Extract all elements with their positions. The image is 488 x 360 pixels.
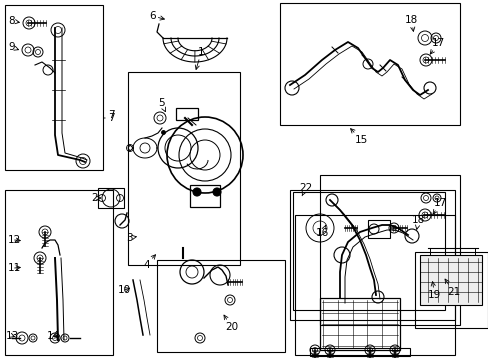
Bar: [319, 175, 459, 325]
Text: 10: 10: [118, 285, 131, 295]
Bar: [319, 298, 399, 350]
Bar: [367, 220, 389, 238]
Bar: [176, 108, 198, 120]
Text: 4: 4: [142, 255, 155, 270]
Bar: [292, 192, 444, 310]
Bar: [5, 5, 103, 170]
Bar: [289, 190, 454, 320]
Text: 7: 7: [108, 110, 114, 120]
Text: 15: 15: [350, 129, 367, 145]
Text: 14: 14: [47, 331, 60, 341]
Text: 9: 9: [8, 42, 19, 52]
Text: 18: 18: [404, 15, 417, 31]
Text: 13: 13: [6, 331, 19, 341]
Text: 8: 8: [8, 16, 20, 26]
Bar: [309, 348, 409, 356]
Bar: [128, 72, 240, 265]
Text: 7: 7: [104, 113, 114, 123]
Bar: [294, 215, 454, 355]
Bar: [157, 260, 285, 352]
Text: 2: 2: [91, 193, 101, 203]
Bar: [5, 190, 113, 355]
Bar: [414, 252, 487, 328]
Circle shape: [213, 188, 221, 196]
Text: 18: 18: [411, 215, 425, 229]
Text: 11: 11: [8, 263, 21, 273]
Text: 1: 1: [195, 47, 204, 69]
Text: 6: 6: [149, 11, 164, 21]
Text: 3: 3: [126, 233, 136, 243]
Text: 16: 16: [315, 225, 328, 238]
Text: 12: 12: [8, 235, 21, 245]
Bar: [98, 188, 124, 208]
Text: 17: 17: [429, 38, 445, 54]
Text: 20: 20: [224, 315, 238, 332]
Bar: [280, 3, 459, 125]
Bar: [190, 185, 220, 207]
Text: 21: 21: [444, 279, 459, 297]
Bar: [419, 255, 481, 305]
Text: 22: 22: [298, 183, 312, 196]
Text: 5: 5: [158, 98, 165, 112]
Text: 17: 17: [432, 198, 447, 214]
Text: 19: 19: [427, 282, 440, 300]
Circle shape: [193, 188, 201, 196]
